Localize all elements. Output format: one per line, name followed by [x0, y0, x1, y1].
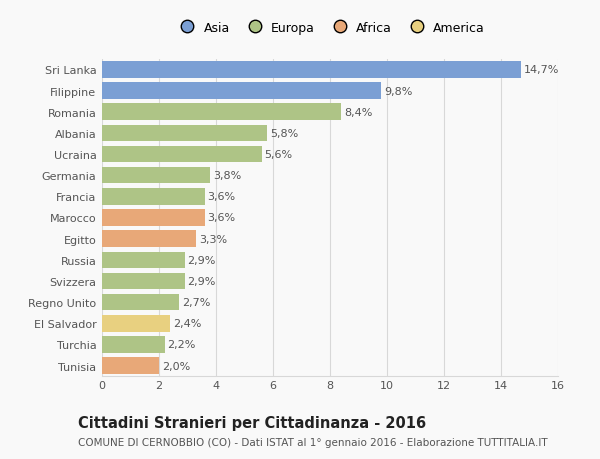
Text: 14,7%: 14,7% — [524, 65, 559, 75]
Text: 2,9%: 2,9% — [187, 255, 216, 265]
Bar — [102, 358, 159, 374]
Bar — [102, 231, 196, 247]
Bar — [102, 315, 170, 332]
Text: 2,9%: 2,9% — [187, 276, 216, 286]
Bar — [102, 273, 185, 290]
Text: 2,0%: 2,0% — [162, 361, 190, 371]
Legend: Asia, Europa, Africa, America: Asia, Europa, Africa, America — [175, 22, 485, 34]
Text: 8,4%: 8,4% — [344, 107, 373, 118]
Bar — [102, 336, 164, 353]
Text: 3,3%: 3,3% — [199, 234, 227, 244]
Bar — [102, 104, 341, 121]
Text: 3,8%: 3,8% — [213, 171, 241, 181]
Bar — [102, 210, 205, 226]
Text: 5,6%: 5,6% — [265, 150, 293, 160]
Bar — [102, 168, 211, 184]
Bar — [102, 294, 179, 311]
Text: 2,7%: 2,7% — [182, 297, 210, 308]
Text: COMUNE DI CERNOBBIO (CO) - Dati ISTAT al 1° gennaio 2016 - Elaborazione TUTTITAL: COMUNE DI CERNOBBIO (CO) - Dati ISTAT al… — [78, 437, 548, 447]
Bar — [102, 83, 382, 100]
Bar — [102, 146, 262, 163]
Bar — [102, 125, 268, 142]
Text: Cittadini Stranieri per Cittadinanza - 2016: Cittadini Stranieri per Cittadinanza - 2… — [78, 415, 426, 431]
Text: 9,8%: 9,8% — [384, 86, 413, 96]
Bar — [102, 252, 185, 269]
Text: 3,6%: 3,6% — [208, 192, 236, 202]
Text: 3,6%: 3,6% — [208, 213, 236, 223]
Text: 5,8%: 5,8% — [270, 129, 298, 139]
Bar — [102, 189, 205, 205]
Text: 2,4%: 2,4% — [173, 319, 202, 329]
Bar — [102, 62, 521, 78]
Text: 2,2%: 2,2% — [167, 340, 196, 350]
